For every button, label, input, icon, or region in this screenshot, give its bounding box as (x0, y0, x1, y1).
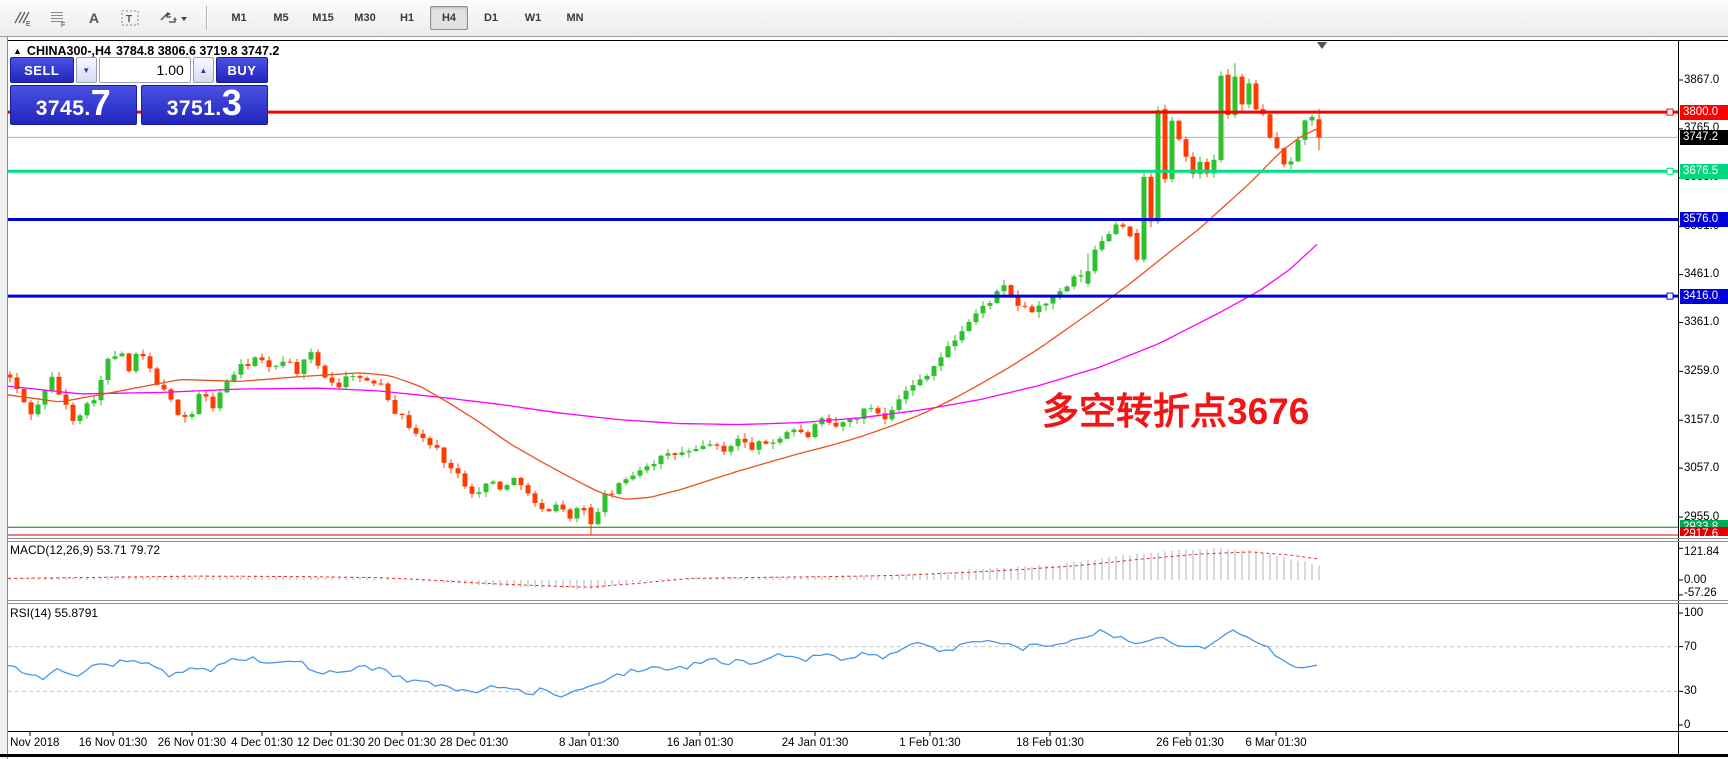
rsi-line (7, 628, 1318, 698)
fast-ma-line (7, 128, 1318, 500)
macd-axis-label: 121.84 (1684, 546, 1720, 559)
price-axis-label: 3057.0 (1684, 461, 1720, 474)
sell-button[interactable]: SELL (10, 57, 74, 83)
chart-text-annotation[interactable]: 多空转折点3676 (1042, 391, 1310, 432)
macd-histogram (9, 548, 1320, 590)
chart-shift-marker-icon[interactable] (1317, 42, 1327, 49)
time-axis-label: 16 Jan 01:30 (666, 737, 734, 749)
price-axis-label: 3461.0 (1684, 268, 1720, 281)
price-axis-label: 3361.0 (1684, 315, 1720, 328)
time-axis-label: 12 Dec 01:30 (296, 737, 366, 749)
time-axis-label: 28 Dec 01:30 (439, 737, 509, 749)
time-axis-label: 26 Nov 01:30 (157, 737, 227, 749)
time-axis-label: 24 Jan 01:30 (781, 737, 849, 749)
price-axis-label: 3157.0 (1684, 413, 1720, 426)
volume-input[interactable] (98, 57, 191, 83)
macd-axis-label: -57.26 (1684, 586, 1717, 599)
cycle-arrows-icon[interactable] (152, 5, 192, 31)
toolbar-separator (206, 6, 208, 30)
svg-text:F: F (61, 22, 65, 28)
bid-price-pips: 7 (90, 82, 112, 123)
symbol-name: CHINA300-,H4 (26, 44, 111, 58)
line-drag-handle[interactable] (1666, 108, 1674, 116)
price-tag-3416.0: 3416.0 (1680, 288, 1728, 304)
grid-icon[interactable]: F (44, 5, 72, 31)
time-axis-label: 8 Jan 01:30 (558, 737, 620, 749)
volume-increase-button[interactable]: ▲ (192, 57, 214, 83)
rsi-axis-label: 0 (1684, 719, 1691, 731)
time-axis-label: 26 Feb 01:30 (1156, 737, 1224, 749)
window-bottom-edge (0, 754, 1728, 757)
price-tag-2917.6: 2917.6 (1680, 527, 1728, 537)
bid-price-box[interactable]: 3745. 7 (10, 85, 137, 125)
toolbar: E F A T M1 M5 M15 M30 H1 H4 D1 W1 MN (0, 0, 1728, 37)
timeframe-button-M30[interactable]: M30 (354, 12, 376, 24)
price-tag-3800.0: 3800.0 (1680, 104, 1728, 120)
line-drag-handle[interactable] (1666, 292, 1674, 300)
rsi-indicator-label: RSI(14) 55.8791 (10, 606, 99, 620)
window-left-edge (0, 37, 8, 759)
bid-price-main: 3745. (35, 97, 91, 120)
volume-decrease-button[interactable]: ▼ (75, 57, 97, 83)
time-axis-label: 1 Feb 01:30 (899, 737, 961, 749)
text-label-icon[interactable]: A (88, 10, 100, 26)
symbol-ohlc-values: 3784.8 3806.6 3719.8 3747.2 (115, 44, 280, 58)
timeframe-button-D1[interactable]: D1 (483, 12, 499, 24)
macd-signal-line (8, 551, 1318, 588)
timeframe-button-H1[interactable]: H1 (399, 12, 415, 24)
ask-price-box[interactable]: 3751. 3 (141, 85, 268, 125)
price-axis-label: 3867.0 (1684, 73, 1720, 86)
rsi-axis-label: 70 (1684, 640, 1697, 653)
timeframe-button-MN[interactable]: MN (566, 12, 584, 24)
timeframe-button-H4[interactable]: H4 (430, 6, 468, 30)
price-tag-3747.2: 3747.2 (1680, 129, 1728, 145)
slow-ma-line (7, 243, 1318, 426)
price-tag-3576.0: 3576.0 (1680, 211, 1728, 227)
price-tag-3676.5: 3676.5 (1680, 163, 1728, 179)
time-axis-label: 18 Feb 01:30 (1016, 737, 1084, 749)
time-axis-label: 16 Nov 01:30 (78, 737, 148, 749)
timeframe-button-W1[interactable]: W1 (524, 12, 542, 24)
time-axis-label: 6 Mar 01:30 (1245, 737, 1307, 749)
one-click-trade-panel: SELL ▼ ▲ BUY 3745. 7 3751. 3 (10, 57, 268, 125)
text-box-icon[interactable]: T (116, 5, 144, 31)
time-axis-label: 8 Nov 2018 (0, 737, 60, 749)
rsi-axis-label: 100 (1684, 607, 1704, 619)
buy-button[interactable]: BUY (216, 57, 268, 83)
candlesticks (7, 63, 1322, 535)
price-axis-label: 2955.0 (1684, 510, 1720, 523)
time-axis-label: 4 Dec 01:30 (230, 737, 294, 749)
macd-axis-label: 0.00 (1684, 574, 1707, 586)
line-drag-handle[interactable] (1666, 167, 1674, 175)
svg-text:E: E (26, 21, 31, 28)
ask-price-main: 3751. (166, 97, 222, 120)
collapse-triangle-icon[interactable]: ▲ (13, 46, 22, 56)
rsi-axis-label: 30 (1684, 685, 1697, 698)
timeframe-button-M1[interactable]: M1 (231, 12, 247, 24)
svg-text:T: T (126, 14, 132, 25)
time-axis-label: 20 Dec 01:30 (367, 737, 437, 749)
macd-indicator-label: MACD(12,26,9) 53.71 79.72 (10, 543, 161, 557)
price-axis-label: 3259.0 (1684, 364, 1720, 377)
new-order-icon[interactable]: E (8, 5, 36, 31)
ask-price-pips: 3 (221, 82, 243, 123)
timeframe-button-M5[interactable]: M5 (273, 12, 289, 24)
timeframe-button-M15[interactable]: M15 (312, 12, 334, 24)
symbol-header: ▲ CHINA300-,H4 3784.8 3806.6 3719.8 3747… (13, 44, 279, 58)
